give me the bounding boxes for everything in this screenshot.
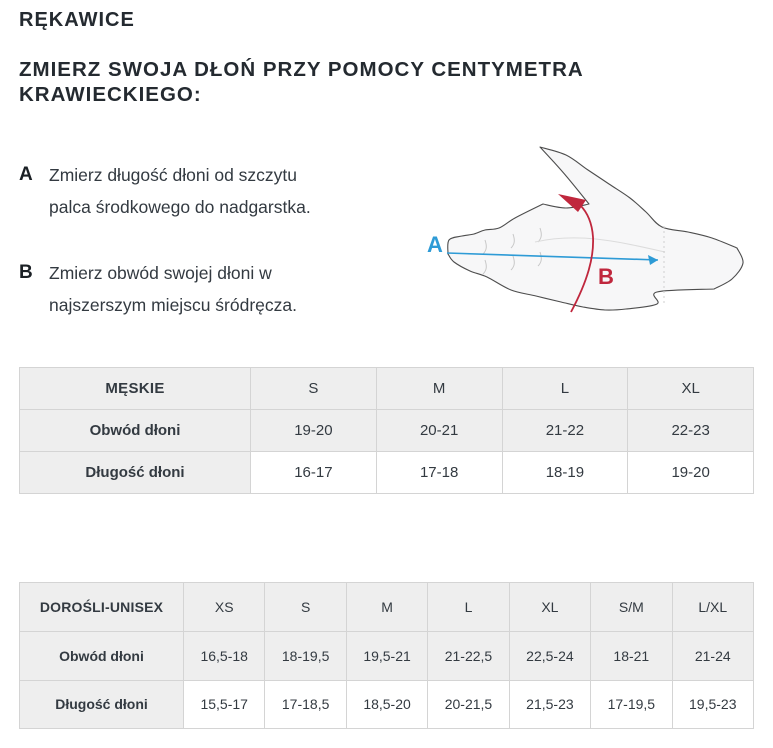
svg-text:B: B (598, 264, 614, 289)
svg-text:A: A (427, 232, 443, 257)
